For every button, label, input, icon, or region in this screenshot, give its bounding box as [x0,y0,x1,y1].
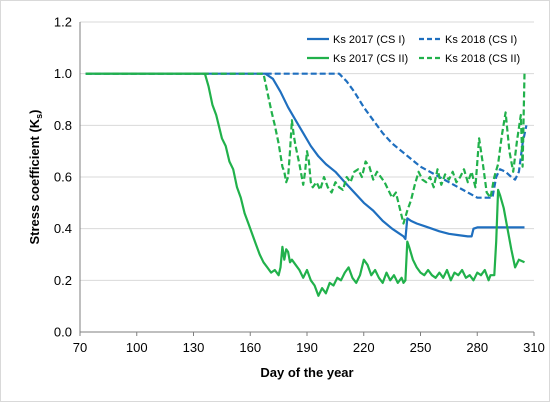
x-axis-title: Day of the year [260,365,353,380]
y-axis-title-subscript: s [34,114,44,119]
y-tick-label: 0.0 [54,325,72,340]
x-tick-label: 280 [466,340,488,355]
legend-label: Ks 2018 (CS I) [445,34,517,46]
x-tick-label: 160 [239,340,261,355]
x-tick-label: 190 [296,340,318,355]
legend-label: Ks 2017 (CS I) [333,34,405,46]
series-layer [85,72,528,297]
series-line-4 [85,72,526,225]
x-tick-label: 310 [523,340,545,355]
legend-label: Ks 2018 (CS II) [445,53,520,65]
legend: Ks 2017 (CS I) Ks 2018 (CS I) Ks 2017 (C… [307,34,520,65]
x-tick-label: 100 [126,340,148,355]
series-line-2 [85,72,528,199]
legend-item: Ks 2018 (CS I) [419,34,517,46]
legend-item: Ks 2017 (CS II) [307,53,408,65]
y-tick-label: 1.0 [54,66,72,81]
series-line-3 [85,72,525,297]
y-axis-title: Stress coefficient (Ks) [27,109,44,244]
legend-item: Ks 2017 (CS I) [307,34,405,46]
y-axis-title-main: Stress coefficient (K [27,118,42,244]
y-tick-label: 0.2 [54,273,72,288]
x-tick-label: 250 [410,340,432,355]
y-tick-label: 1.2 [54,15,72,30]
y-tick-label: 0.6 [54,170,72,185]
x-tick-label: 220 [353,340,375,355]
tick-labels: 70 100 130 160 190 220 250 280 310 0.0 0.2 0.4 0.6 0.… [54,15,545,356]
axes [79,22,535,336]
legend-item: Ks 2018 (CS II) [419,53,520,65]
series-line-1 [85,72,525,241]
x-tick-label: 130 [183,340,205,355]
y-tick-label: 0.8 [54,118,72,133]
x-tick-label: 70 [73,340,87,355]
y-axis-title-end: ) [27,109,42,113]
legend-label: Ks 2017 (CS II) [333,53,408,65]
y-tick-label: 0.4 [54,221,72,236]
